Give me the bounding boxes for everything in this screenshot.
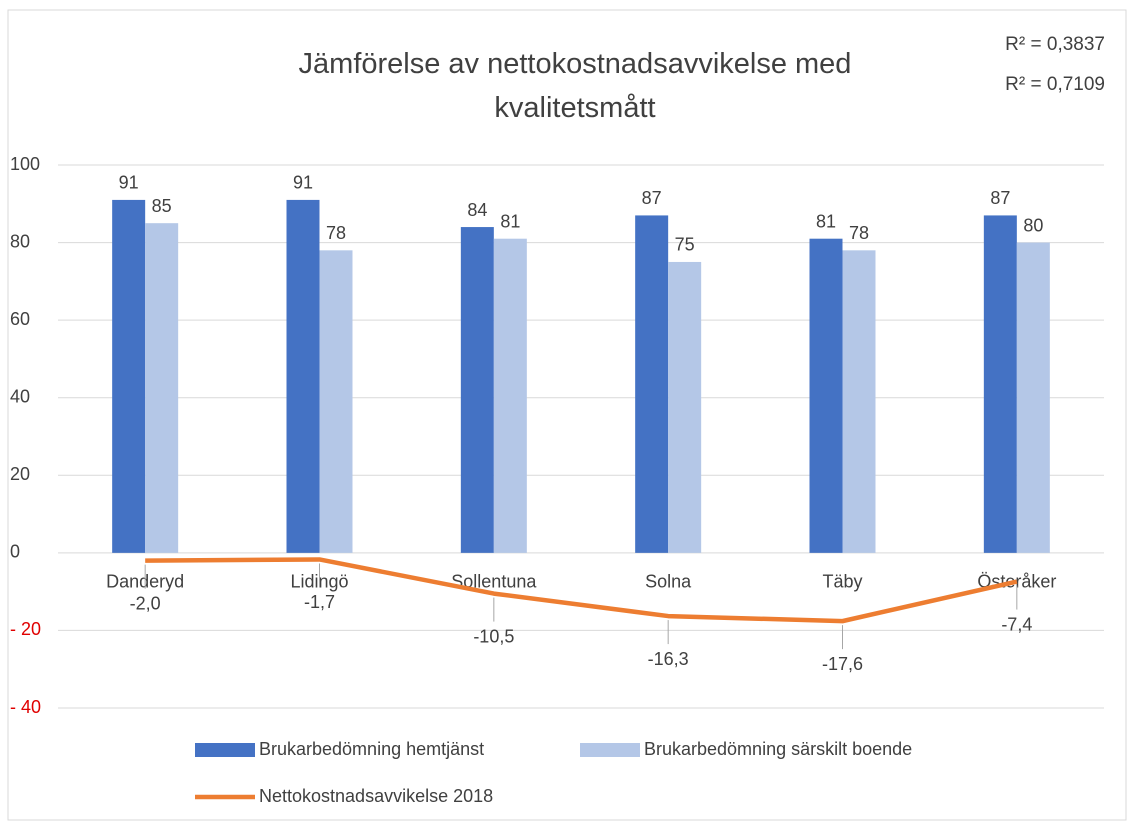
data-label: 87 bbox=[990, 188, 1010, 208]
annotation: R² = 0,7109 bbox=[1005, 74, 1105, 95]
data-label: 81 bbox=[500, 211, 520, 231]
y-tick-label: 100 bbox=[10, 154, 40, 174]
data-label: -10,5 bbox=[473, 626, 514, 646]
bar bbox=[983, 215, 1017, 553]
line bbox=[145, 557, 1018, 624]
data-label: 81 bbox=[816, 211, 836, 231]
data-label: 87 bbox=[642, 188, 662, 208]
data-label: 91 bbox=[293, 173, 313, 193]
legend-label: Nettokostnadsavvikelse 2018 bbox=[259, 786, 493, 806]
x-tick-label: Sollentuna bbox=[451, 572, 537, 592]
chart-border bbox=[7, 9, 1127, 821]
bar bbox=[635, 215, 669, 553]
data-label: -17,6 bbox=[822, 654, 863, 674]
chart-title: Jämförelse av nettokostnadsavvikelse med… bbox=[298, 48, 852, 124]
y-tick-label: 0 bbox=[10, 542, 20, 562]
data-label: -2,0 bbox=[130, 593, 161, 613]
data-label: 78 bbox=[849, 223, 869, 243]
data-label: 80 bbox=[1023, 215, 1043, 235]
data-label: 84 bbox=[467, 200, 487, 220]
legend-label: Brukarbedömning hemtjänst bbox=[259, 739, 484, 759]
data-label: -7,4 bbox=[1001, 614, 1032, 634]
bar bbox=[286, 199, 320, 553]
bar bbox=[145, 223, 179, 553]
y-tick-label: 60 bbox=[10, 309, 30, 329]
y-tick-label: 80 bbox=[10, 231, 30, 251]
bar bbox=[668, 261, 702, 553]
data-label: 75 bbox=[675, 235, 695, 255]
legend-swatch bbox=[195, 743, 255, 757]
x-tick-label: Solna bbox=[645, 572, 692, 592]
bar bbox=[842, 250, 876, 553]
bar bbox=[319, 250, 353, 553]
annotation: R² = 0,3837 bbox=[1005, 34, 1105, 55]
y-tick-label: - 40 bbox=[10, 697, 41, 717]
bar bbox=[493, 238, 527, 553]
bar bbox=[112, 199, 146, 553]
legend-swatch bbox=[580, 743, 640, 757]
legend-label: Brukarbedömning särskilt boende bbox=[644, 739, 912, 759]
data-label: 85 bbox=[152, 196, 172, 216]
bar bbox=[809, 238, 843, 553]
data-label: -16,3 bbox=[648, 649, 689, 669]
y-tick-label: 20 bbox=[10, 464, 30, 484]
data-label: -1,7 bbox=[304, 592, 335, 612]
x-tick-label: Täby bbox=[822, 572, 862, 592]
bar bbox=[1016, 242, 1050, 553]
bar bbox=[460, 227, 494, 553]
data-label: 91 bbox=[119, 173, 139, 193]
y-tick-label: 40 bbox=[10, 386, 30, 406]
y-tick-label: - 20 bbox=[10, 619, 41, 639]
data-label: 78 bbox=[326, 223, 346, 243]
